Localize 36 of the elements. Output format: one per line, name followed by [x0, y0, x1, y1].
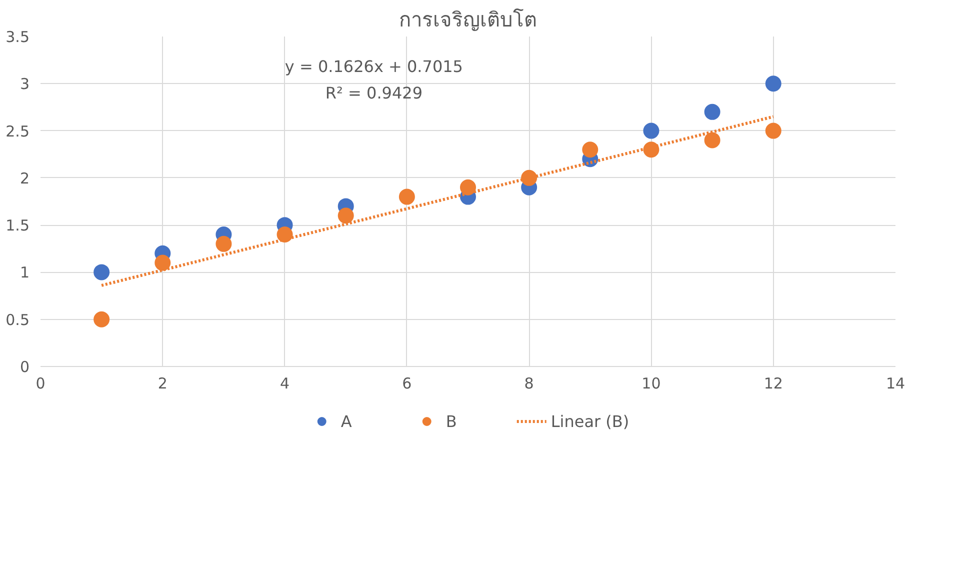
x-tick-label: 2: [158, 374, 168, 392]
y-tick-label: 1: [20, 264, 30, 282]
point: [216, 236, 232, 252]
y-tick-label: 2: [20, 169, 30, 188]
legend-label: Linear (B): [550, 412, 630, 430]
point: [276, 226, 293, 242]
point: [704, 132, 720, 148]
annotation: y = 0.1626x + 0.7015: [284, 57, 463, 76]
point: [765, 76, 782, 92]
annotation: R² = 0.9429: [325, 84, 422, 102]
y-tick-label: 1.5: [6, 216, 30, 235]
point: [582, 142, 598, 158]
x-tick-label: 4: [280, 374, 290, 392]
y-tick-label: 3: [20, 75, 30, 94]
x-tick-label: 14: [886, 374, 906, 392]
y-tick-label: 0.5: [6, 310, 30, 329]
x-tick-label: 12: [764, 374, 783, 392]
chart-title: การเจริญเติบโต: [399, 8, 537, 32]
point: [94, 264, 110, 280]
point: [643, 122, 660, 139]
point: [704, 104, 720, 120]
point: [338, 208, 354, 224]
point: [765, 122, 782, 139]
x-tick-label: 6: [402, 374, 412, 392]
y-tick-label: 3.5: [6, 28, 30, 46]
x-tick-label: 10: [642, 374, 661, 392]
legend-label: B: [446, 412, 458, 430]
y-tick-label: 2.5: [6, 122, 30, 140]
legend-label: A: [340, 412, 353, 430]
point: [398, 188, 415, 205]
y-tick-label: 0: [20, 358, 30, 376]
x-tick-label: 8: [524, 374, 534, 392]
point: [460, 179, 476, 196]
point: [94, 311, 110, 328]
x-tick-label: 0: [36, 374, 46, 392]
point: [154, 254, 171, 271]
